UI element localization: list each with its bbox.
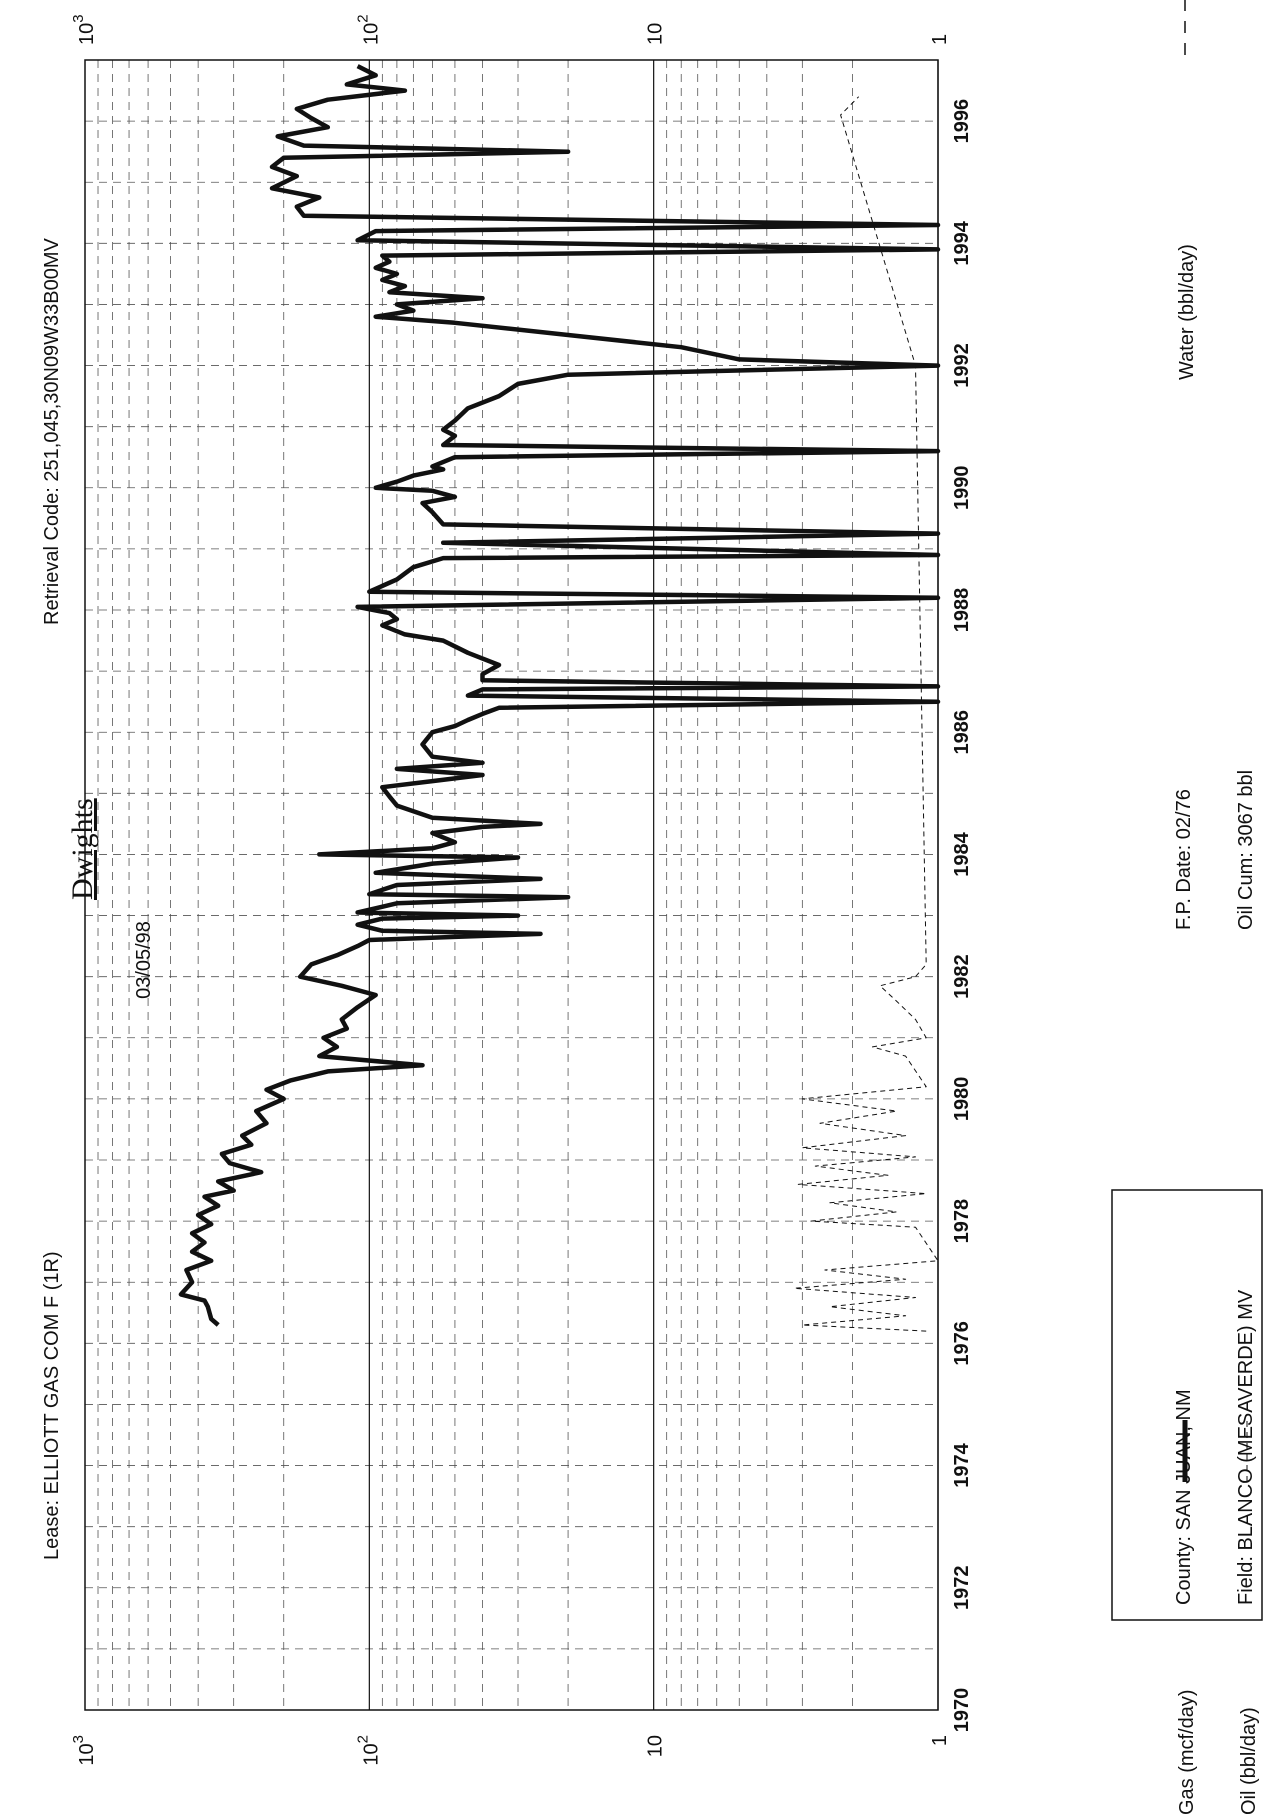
y-tick-label: 10 [645, 1735, 667, 1757]
series-oil-line [793, 96, 939, 1332]
series-layer [178, 64, 941, 1332]
fp-date-label: F.P. Date: 02/76 [1173, 789, 1195, 930]
y-tick-label: 1 [929, 34, 951, 45]
legend-gas-label: Gas (mcf/day) [1176, 1689, 1198, 1815]
y-tick-label: 103 [70, 1735, 98, 1766]
x-tick-label: 1986 [951, 710, 973, 755]
y-tick-label: 102 [354, 1735, 382, 1766]
field-label: Field: BLANCO (MESAVERDE) MV [1235, 1289, 1257, 1605]
series-gas-line [178, 64, 941, 1327]
report-date: 03/05/98 [133, 921, 155, 999]
x-tick-label: 1990 [951, 466, 973, 511]
x-tick-label: 1984 [951, 831, 973, 876]
brand-label: Dwights [66, 798, 99, 900]
legend-water-label: Water (bbl/day) [1176, 244, 1198, 380]
lease-label: Lease: ELLIOTT GAS COM F (1R) [41, 1251, 63, 1560]
county-label: County: SAN JUAN, NM [1173, 1389, 1195, 1605]
x-tick-label: 1978 [951, 1199, 973, 1244]
x-tick-label: 1972 [951, 1566, 973, 1611]
chart-grid [85, 59, 939, 1711]
x-tick-label: 1976 [951, 1321, 973, 1366]
x-tick-label: 1980 [951, 1077, 973, 1122]
x-tick-label: 1994 [951, 220, 973, 265]
x-tick-labels: 1970 1972 1974 1976 1978 1980 1982 1984 1986 1988… [951, 99, 973, 1732]
x-tick-label: 1988 [951, 588, 973, 633]
y-tick-label: 103 [70, 14, 98, 45]
oil-cum-label: Oil Cum: 3067 bbl [1235, 770, 1257, 930]
retrieval-code-label: Retrieval Code: 251,045,30N09W33B00MV [41, 237, 63, 625]
x-tick-label: 1974 [951, 1442, 973, 1487]
y-tick-label: 10 [645, 23, 667, 45]
x-tick-label: 1982 [951, 954, 973, 999]
y-tick-label: 1 [929, 1735, 951, 1746]
y-tick-label: 102 [354, 14, 382, 45]
plot-frame [84, 59, 939, 1711]
x-tick-label: 1996 [951, 99, 973, 144]
x-tick-label: 1970 [951, 1688, 973, 1733]
legend-oil-label: Oil (bbl/day) [1238, 1707, 1260, 1815]
info-box [1111, 1189, 1263, 1621]
x-tick-label: 1992 [951, 343, 973, 388]
